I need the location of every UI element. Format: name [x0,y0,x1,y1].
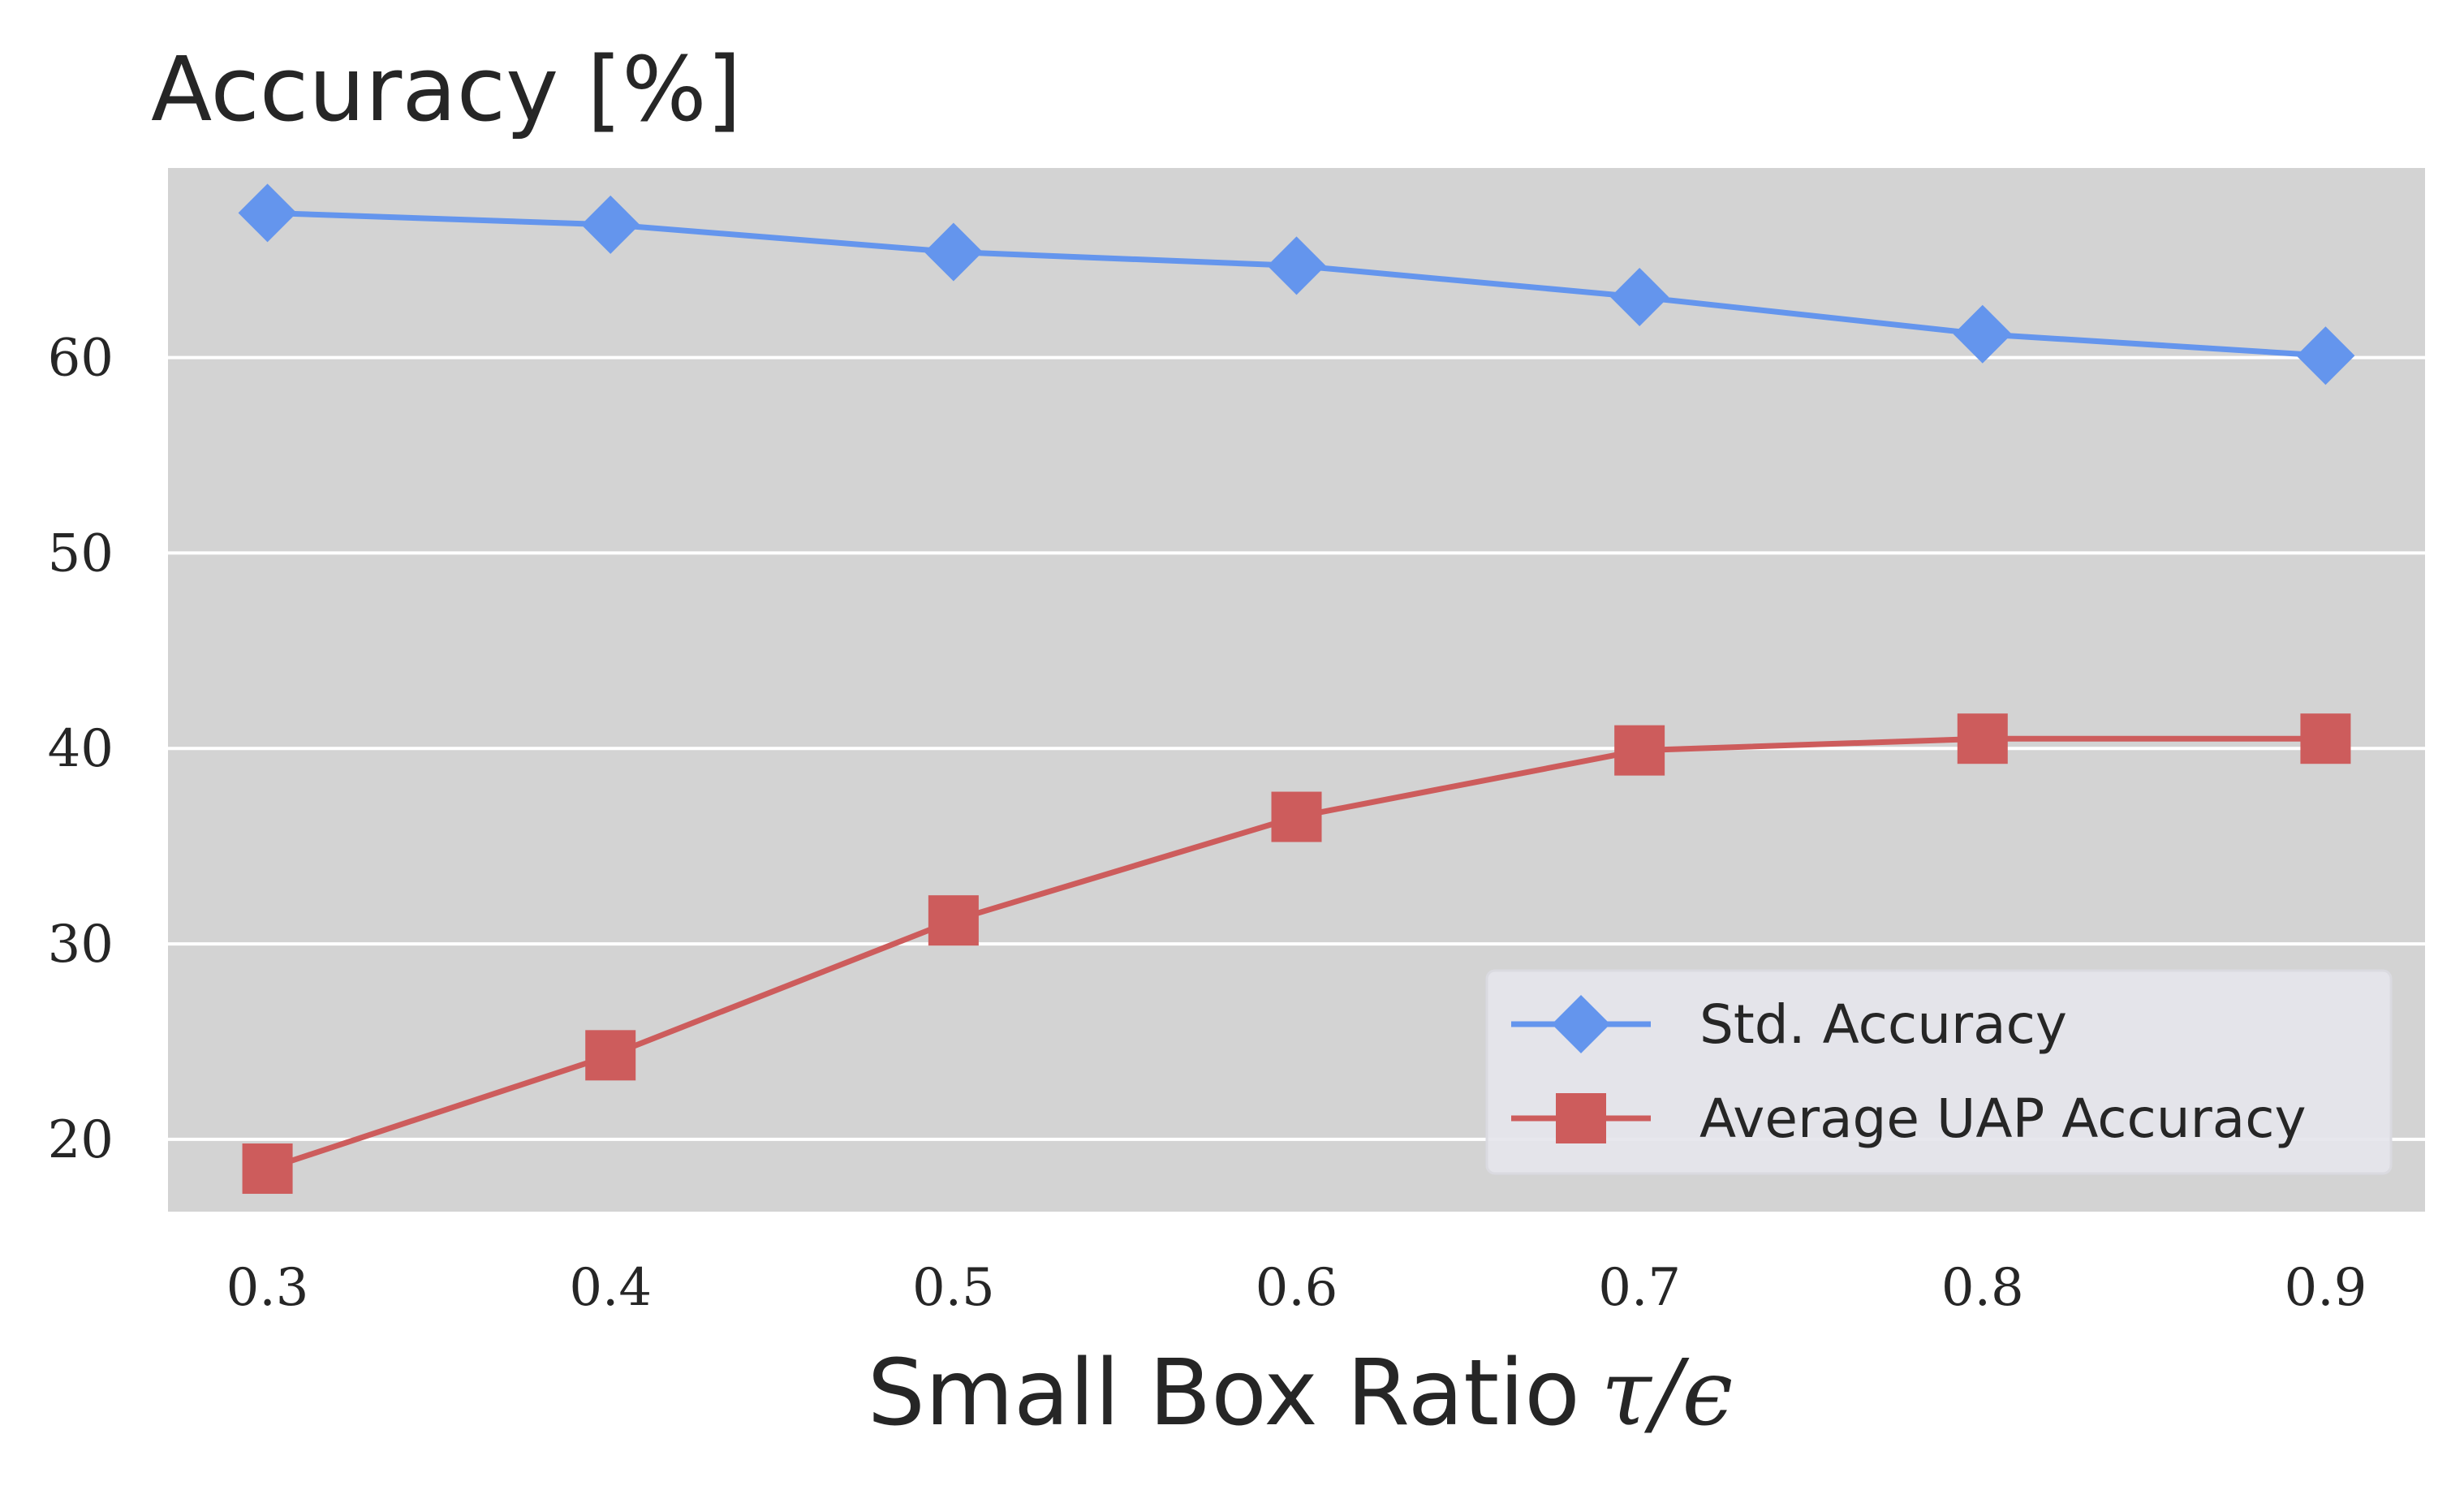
x-tick-label: 0.7 [1598,1258,1681,1318]
data-point [1957,713,2008,764]
data-point [1953,304,2012,364]
x-axis-label-math: τ/ϵ [1601,1341,1733,1446]
y-axis-ticks: 20 30 40 50 60 [48,329,114,1170]
data-point [1610,267,1669,326]
y-tick-label: 60 [48,329,114,389]
x-axis-label: Small Box Ratio τ/ϵ [868,1341,1733,1446]
legend-box [1485,969,2393,1175]
legend-entry: Std. Accuracy [1511,993,2067,1056]
y-tick-label: 50 [48,523,114,584]
legend-items: Std. Accuracy Average UAP Accuracy [1511,993,2307,1150]
series-std-accuracy [238,183,2355,385]
legend-label: Std. Accuracy [1699,993,2067,1056]
series-average-uap-accuracy [242,713,2351,1195]
data-point [2296,326,2355,385]
data-point [238,183,297,243]
x-tick-label: 0.4 [569,1258,652,1318]
data-point [581,195,640,254]
x-tick-label: 0.3 [226,1258,309,1318]
data-point [242,1143,293,1195]
y-tick-label: 30 [48,915,114,975]
legend-marker [1556,1093,1606,1143]
data-point [585,1030,636,1081]
y-tick-label: 20 [48,1110,114,1170]
data-point [2300,713,2351,764]
x-axis-label-text: Small Box Ratio [868,1341,1580,1446]
x-tick-label: 0.6 [1256,1258,1338,1318]
data-point [1267,236,1326,295]
legend-label: Average UAP Accuracy [1699,1087,2307,1150]
legend: Std. Accuracy Average UAP Accuracy [1485,969,2393,1175]
chart-title: Accuracy [%] [151,37,742,141]
data-point [1271,791,1322,842]
data-point [924,222,983,282]
x-tick-label: 0.8 [1941,1258,2024,1318]
legend-marker [1552,995,1610,1053]
legend-entry: Average UAP Accuracy [1511,1087,2307,1150]
y-tick-label: 40 [48,719,114,779]
data-point [928,895,979,946]
x-tick-label: 0.5 [912,1258,995,1318]
series-layer [238,183,2355,1195]
x-tick-label: 0.9 [2285,1258,2367,1318]
x-axis-ticks: 0.3 0.4 0.5 0.6 0.7 0.8 0.9 [226,1258,2367,1318]
data-point [1614,725,1665,776]
